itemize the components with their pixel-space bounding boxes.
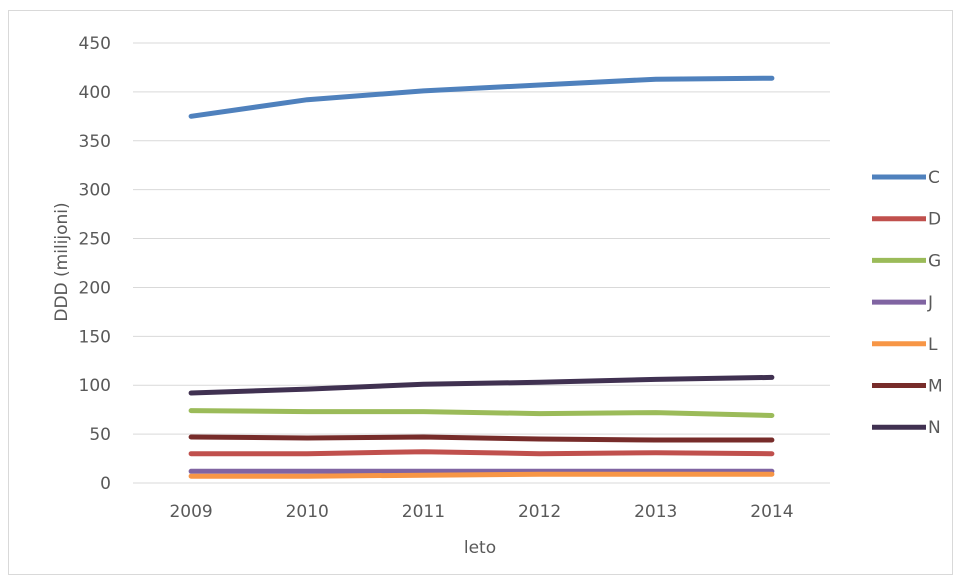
legend-label-D: D [928,210,941,230]
series-line-G [188,408,775,418]
x-axis-title: leto [464,538,496,558]
series-line-C [188,75,775,119]
y-axis-ticks: 0 50 100 150 200 250 300 350 400 450 [79,34,111,494]
legend-label-L: L [928,335,938,355]
y-tick-label: 450 [79,34,111,54]
series-lines [188,75,775,479]
x-tick-label: 2011 [402,502,445,522]
y-tick-label: 400 [79,83,111,103]
series-line-L [188,471,775,479]
y-tick-label: 200 [79,278,111,298]
y-tick-label: 100 [79,376,111,396]
y-tick-label: 250 [79,230,111,250]
y-tick-label: 50 [89,425,111,445]
x-tick-label: 2013 [634,502,677,522]
gridlines [133,42,830,484]
legend-label-G: G [928,251,941,271]
series-line-M [188,434,775,443]
x-tick-label: 2014 [750,502,793,522]
legend-label-M: M [928,377,943,397]
x-tick-label: 2009 [169,502,212,522]
x-tick-label: 2010 [286,502,329,522]
legend-label-C: C [928,168,940,188]
y-tick-label: 350 [79,132,111,152]
series-line-D [188,449,775,457]
legend-label-N: N [928,418,941,438]
y-axis-title: DDD (milijoni) [52,202,72,321]
series-line-N [188,374,775,396]
legend: C D G J L M N [872,168,943,438]
x-axis-ticks: 2009 2010 2011 2012 2013 2014 [169,502,793,522]
x-tick-label: 2012 [518,502,561,522]
legend-label-J: J [927,293,933,313]
y-tick-label: 150 [79,327,111,347]
y-tick-label: 0 [100,474,111,494]
y-tick-label: 300 [79,181,111,201]
chart-frame [8,10,953,575]
